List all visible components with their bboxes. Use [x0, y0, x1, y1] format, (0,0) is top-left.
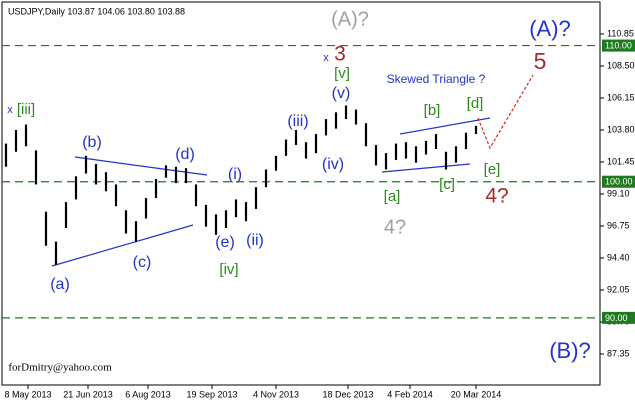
- annotation: (d): [175, 146, 195, 163]
- annotation: x: [7, 104, 13, 116]
- y-tick-label: 108.50: [607, 60, 635, 70]
- annotation: [iii]: [17, 101, 35, 118]
- trend-line: [51, 224, 194, 267]
- x-tick-label: 6 Aug 2013: [125, 389, 171, 399]
- annotation: (c): [133, 254, 152, 271]
- annotation: (e): [215, 234, 235, 251]
- y-tick-label: 99.10: [607, 188, 630, 198]
- level-label: 110.00: [605, 40, 632, 50]
- level-box: [602, 175, 635, 188]
- y-tick-label: 101.45: [607, 156, 635, 166]
- x-tick-label: 20 Mar 2014: [451, 389, 502, 399]
- annotation: (ii): [246, 232, 264, 249]
- level-box: [602, 39, 635, 52]
- plot-frame: [1, 1, 601, 386]
- x-tick-label: 21 Jun 2013: [63, 389, 113, 399]
- x-tick-label: 8 May 2013: [4, 389, 51, 399]
- annotation: (B)?: [549, 338, 591, 363]
- annotation: (iii): [287, 113, 308, 130]
- x-tick-label: 18 Dec 2013: [322, 389, 373, 399]
- annotation: (a): [50, 276, 70, 293]
- y-tick-label: 106.15: [607, 92, 635, 102]
- trend-line: [381, 163, 471, 173]
- level-box: [602, 311, 635, 324]
- y-tick-label: 87.35: [607, 348, 630, 358]
- x-tick-label: 4 Nov 2013: [253, 389, 299, 399]
- annotation: (A)?: [331, 8, 369, 30]
- annotation: [a]: [384, 188, 401, 205]
- y-tick-label: 103.80: [607, 124, 635, 134]
- annotation: (v): [332, 85, 351, 102]
- annotation: 4?: [485, 185, 508, 208]
- chart-title: USDJPY,Daily 103.87 104.06 103.80 103.88: [8, 6, 185, 16]
- x-tick-label: 19 Sep 2013: [186, 389, 237, 399]
- annotation: 4?: [384, 216, 406, 238]
- level-label: 90.00: [605, 313, 628, 323]
- y-tick-label: 110.85: [607, 28, 634, 38]
- annotation: [e]: [484, 161, 501, 178]
- x-tick-label: 4 Feb 2014: [387, 389, 433, 399]
- annotation: (A)?: [529, 16, 571, 41]
- annotation: [iv]: [219, 261, 238, 278]
- y-tick-label: 94.40: [607, 252, 630, 262]
- annotation: [v]: [334, 65, 350, 82]
- annotation: (i): [228, 166, 242, 183]
- projection-line: [477, 74, 534, 150]
- level-label: 100.00: [605, 177, 633, 187]
- annotation: Skewed Triangle ?: [387, 72, 486, 86]
- annotation: [d]: [467, 95, 484, 112]
- annotation: [b]: [424, 102, 441, 119]
- annotation: x: [323, 52, 329, 64]
- annotation: forDmitry@yahoo.com: [8, 362, 112, 374]
- trend-line: [399, 117, 491, 135]
- y-tick-label: 92.05: [607, 284, 630, 294]
- annotation: [c]: [439, 176, 455, 193]
- annotation: 3: [334, 43, 346, 66]
- annotation: 5: [534, 48, 547, 74]
- annotation: (b): [82, 134, 102, 151]
- y-tick-label: 96.75: [607, 220, 630, 230]
- annotation: (iv): [322, 156, 344, 173]
